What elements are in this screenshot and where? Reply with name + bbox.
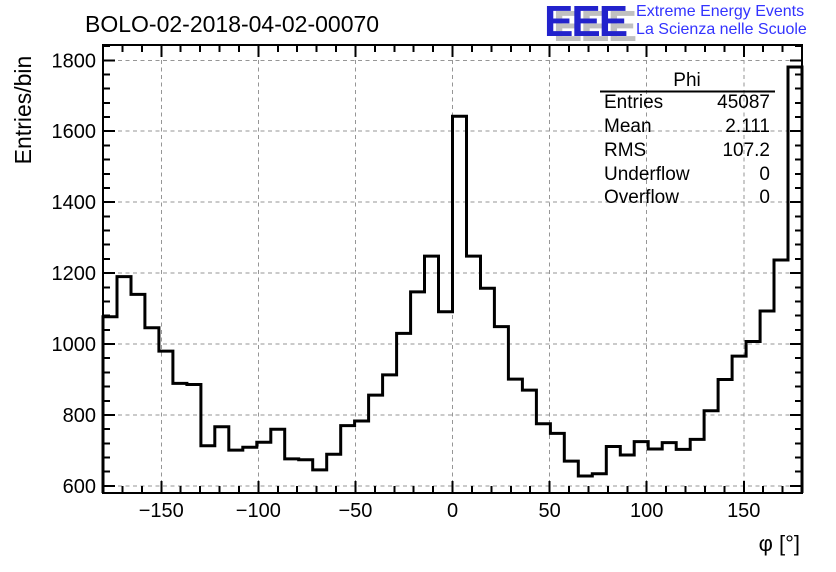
histogram-layer [101,65,804,493]
y-tick-label: 1600 [52,121,97,143]
y-tick-label: 1200 [52,263,97,285]
x-tick-label: −50 [338,500,372,522]
stats-row-label: Overflow [604,187,679,208]
y-tick-label: 1800 [52,50,97,72]
x-tick-label: 100 [630,500,663,522]
x-axis-title: φ [°] [759,531,800,556]
stats-row-value: 0 [759,164,770,185]
tick-label-layer: −150 −100 −50 0 50 100 150 600 800 1000 1200 1400 16… [52,50,761,522]
stats-row-label: RMS [604,140,646,161]
plot-title: BOLO-02-2018-04-02-00070 [85,11,379,37]
y-tick-label: 1400 [52,192,97,214]
y-tick-label: 600 [63,476,96,498]
x-tick-label: 50 [538,500,560,522]
stats-row-value: 2.111 [725,116,770,137]
stats-row-value: 45087 [717,92,770,113]
eee-logo-line1: Extreme Energy Events [636,3,805,20]
stats-row-label: Mean [604,116,652,137]
y-axis-title: Entries/bin [10,56,36,165]
eee-logo-acronym: EEE [544,0,628,46]
grid-layer [103,45,802,493]
x-tick-label: 0 [447,500,458,522]
tick-layer [103,45,802,493]
stats-row-value: 107.2 [722,140,770,161]
stats-row-label: Underflow [604,164,690,185]
eee-logo: EEE Extreme Energy Events La Scienza nel… [544,0,807,46]
y-tick-label: 1000 [52,334,97,356]
x-tick-label: −150 [139,500,184,522]
histogram-line [101,65,804,493]
x-tick-label: 150 [727,500,760,522]
eee-logo-line2: La Scienza nelle Scuole [636,21,807,38]
stats-box: Phi Entries 45087 Mean 2.111 RMS 107.2 U… [600,70,775,208]
y-tick-label: 800 [63,405,96,427]
stats-row-label: Entries [604,92,663,113]
stats-row-value: 0 [759,187,770,208]
x-tick-label: −100 [236,500,281,522]
stats-title: Phi [673,70,700,91]
eee-logo-text: Extreme Energy Events La Scienza nelle S… [636,3,807,39]
